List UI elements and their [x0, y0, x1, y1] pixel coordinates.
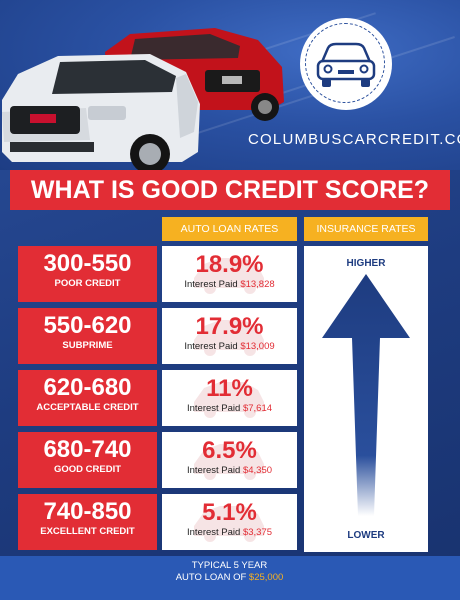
tier-label: ACCEPTABLE CREDIT — [36, 402, 139, 413]
car-watermark-icon — [194, 258, 264, 294]
interest-paid-label: Interest Paid — [184, 279, 238, 290]
interest-paid-label: Interest Paid — [186, 403, 241, 414]
footer-line-1: TYPICAL 5 YEAR — [191, 560, 268, 571]
footer-line-2-text: AUTO LOAN OF — [175, 572, 247, 583]
insurance-lower-label: LOWER — [347, 530, 385, 541]
interest-paid: Interest Paid $3,375 — [162, 526, 297, 540]
tier-range: 680-740 — [43, 436, 132, 463]
interest-paid-label: Interest Paid — [186, 527, 241, 538]
credit-tier-poor: 300-550 POOR CREDIT — [18, 246, 157, 302]
interest-paid: Interest Paid $13,009 — [162, 340, 297, 354]
logo-circle — [300, 18, 392, 110]
car-watermark-icon — [194, 444, 264, 480]
tier-range: 620-680 — [43, 374, 132, 401]
tier-range: 300-550 — [43, 250, 132, 277]
rate-cell-excellent: 5.1% Interest Paid $3,375 — [162, 494, 297, 550]
column-header-auto-loan-rates: AUTO LOAN RATES — [162, 217, 297, 241]
interest-paid-label: Interest Paid — [184, 341, 238, 352]
site-url: COLUMBUSCARCREDIT.COM — [248, 131, 460, 148]
insurance-higher-label: HIGHER — [346, 258, 386, 269]
rate-percent: 17.9% — [195, 313, 264, 340]
interest-paid-amount: $13,009 — [240, 341, 275, 352]
white-suv — [2, 54, 200, 174]
rate-cell-subprime: 17.9% Interest Paid $13,009 — [162, 308, 297, 364]
footer-line-2: AUTO LOAN OF $25,000 — [162, 572, 297, 584]
rate-percent: 6.5% — [202, 437, 257, 464]
interest-paid: Interest Paid $13,828 — [162, 278, 297, 292]
interest-paid-amount: $3,375 — [242, 527, 273, 538]
tier-range: 550-620 — [43, 312, 132, 339]
car-watermark-icon — [194, 382, 264, 418]
column-header-insurance-rates: INSURANCE RATES — [304, 217, 428, 241]
cars-photo — [2, 28, 284, 174]
footer-amount: $25,000 — [248, 572, 284, 583]
credit-tier-acceptable: 620-680 ACCEPTABLE CREDIT — [18, 370, 157, 426]
header-banner: COLUMBUSCARCREDIT.COM — [0, 0, 460, 174]
rate-cell-poor: 18.9% Interest Paid $13,828 — [162, 246, 297, 302]
car-watermark-icon — [194, 320, 264, 356]
tier-label: SUBPRIME — [62, 340, 113, 351]
credit-tier-excellent: 740-850 EXCELLENT CREDIT — [18, 494, 157, 550]
interest-paid-amount: $13,828 — [240, 279, 275, 290]
tier-label: GOOD CREDIT — [53, 464, 122, 475]
footer-band — [0, 556, 460, 600]
car-watermark-icon — [194, 506, 264, 542]
interest-paid-label: Interest Paid — [186, 465, 241, 476]
insurance-rates-cell: HIGHER LOWER — [304, 246, 428, 552]
up-arrow-icon — [322, 274, 410, 516]
tier-label: POOR CREDIT — [54, 278, 121, 289]
rate-cell-acceptable: 11% Interest Paid $7,614 — [162, 370, 297, 426]
interest-paid: Interest Paid $4,350 — [162, 464, 297, 478]
credit-tier-good: 680-740 GOOD CREDIT — [18, 432, 157, 488]
interest-paid: Interest Paid $7,614 — [162, 402, 297, 416]
rate-percent: 18.9% — [195, 251, 264, 278]
car-logo-icon — [316, 42, 376, 87]
rate-percent: 11% — [206, 375, 253, 402]
rate-percent: 5.1% — [202, 499, 257, 526]
interest-paid-amount: $7,614 — [242, 403, 273, 414]
footer-note: TYPICAL 5 YEAR AUTO LOAN OF $25,000 — [162, 560, 297, 584]
tier-label: EXCELLENT CREDIT — [40, 526, 135, 537]
rate-cell-good: 6.5% Interest Paid $4,350 — [162, 432, 297, 488]
credit-tier-subprime: 550-620 SUBPRIME — [18, 308, 157, 364]
interest-paid-amount: $4,350 — [242, 465, 273, 476]
tier-range: 740-850 — [43, 498, 132, 525]
page-title: WHAT IS GOOD CREDIT SCORE? — [10, 170, 450, 210]
